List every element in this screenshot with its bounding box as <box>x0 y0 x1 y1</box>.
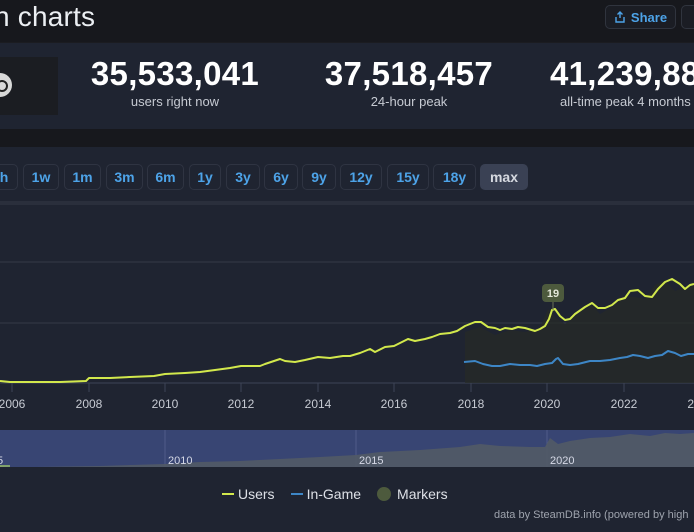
range-button-h[interactable]: h <box>0 164 18 190</box>
more-button[interactable] <box>681 5 694 29</box>
share-label: Share <box>630 9 668 25</box>
stat-value: 35,533,041 <box>90 55 260 92</box>
stat-label: 24-hour peak <box>370 94 448 109</box>
marker-19[interactable]: 19 <box>542 284 564 310</box>
range-button-6y[interactable]: 6y <box>264 164 298 190</box>
page-title: h charts <box>0 1 96 32</box>
svg-text:2015: 2015 <box>359 455 383 467</box>
users-legend-icon <box>222 493 234 495</box>
svg-text:2014: 2014 <box>305 397 332 411</box>
legend-label: In-Game <box>306 486 362 502</box>
range-button-max[interactable]: max <box>480 164 528 190</box>
ingame-series-line <box>463 350 694 367</box>
x-axis-labels: 2006 2008 2010 2012 2014 2016 2018 2020 … <box>0 397 694 411</box>
svg-text:2020: 2020 <box>550 455 574 467</box>
stat-label: all-time peak 4 months <box>560 94 691 109</box>
line-chart: 2006 2008 2010 2012 2014 2016 2018 2020 … <box>0 203 694 467</box>
navigator[interactable]: 5 2010 2015 2020 <box>0 430 694 467</box>
range-button-9y[interactable]: 9y <box>302 164 336 190</box>
legend-item-ingame[interactable]: In-Game <box>290 486 362 502</box>
users-series-line <box>0 278 694 383</box>
range-button-1w[interactable]: 1w <box>23 164 59 190</box>
stat-label: users right now <box>130 94 220 109</box>
stat-value: 37,518,457 <box>324 55 494 92</box>
svg-text:2010: 2010 <box>168 455 192 467</box>
range-button-18y[interactable]: 18y <box>433 164 476 190</box>
svg-text:2016: 2016 <box>381 397 408 411</box>
navigator-area <box>0 433 694 467</box>
legend-label: Markers <box>397 486 448 502</box>
svg-text:2018: 2018 <box>458 397 485 411</box>
range-divider <box>0 201 694 203</box>
data-credit[interactable]: data by SteamDB.info (powered by high <box>494 509 689 521</box>
stat-users-now: 35,533,041 users right now <box>84 55 266 110</box>
svg-text:19: 19 <box>547 288 559 300</box>
svg-text:2012: 2012 <box>228 397 255 411</box>
stats-panel: 35,533,041 users right now 37,518,457 24… <box>0 43 694 129</box>
x-ticks <box>11 383 625 392</box>
share-button[interactable]: Share <box>605 5 676 29</box>
range-button-3m[interactable]: 3m <box>106 164 143 190</box>
legend-label: Users <box>238 486 275 502</box>
svg-text:2008: 2008 <box>76 397 103 411</box>
chart-legend: Users In-Game Markers <box>222 486 464 502</box>
section-gap <box>0 129 694 147</box>
svg-text:20: 20 <box>687 397 694 411</box>
legend-item-markers[interactable]: Markers <box>377 486 448 502</box>
chart-panel: h 1w 1m 3m 6m 1y 3y 6y 9y 12y 15y 18y ma… <box>0 147 694 532</box>
range-button-1m[interactable]: 1m <box>64 164 101 190</box>
svg-text:2022: 2022 <box>611 397 638 411</box>
navigator-labels: 5 2010 2015 2020 <box>0 455 574 467</box>
top-bar: h charts Share <box>0 0 694 42</box>
stat-24h-peak: 37,518,457 24-hour peak <box>318 55 500 110</box>
range-button-15y[interactable]: 15y <box>387 164 429 190</box>
svg-text:2006: 2006 <box>0 397 26 411</box>
range-button-12y[interactable]: 12y <box>340 164 382 190</box>
range-button-1y[interactable]: 1y <box>189 164 221 190</box>
steam-logo-icon <box>0 73 12 97</box>
svg-text:5: 5 <box>0 455 3 467</box>
share-icon <box>615 11 625 23</box>
range-button-6m[interactable]: 6m <box>147 164 184 190</box>
users-area-fill <box>465 280 694 383</box>
svg-text:2010: 2010 <box>152 397 179 411</box>
app-logo-box <box>0 57 58 115</box>
svg-text:2020: 2020 <box>534 397 561 411</box>
range-button-3y[interactable]: 3y <box>226 164 260 190</box>
ingame-legend-icon <box>290 493 303 495</box>
stat-value: 41,239,88 <box>550 55 694 92</box>
stat-all-time-peak: 41,239,88 all-time peak 4 months <box>550 55 694 110</box>
markers-legend-icon <box>377 487 392 501</box>
legend-item-users[interactable]: Users <box>222 486 275 502</box>
